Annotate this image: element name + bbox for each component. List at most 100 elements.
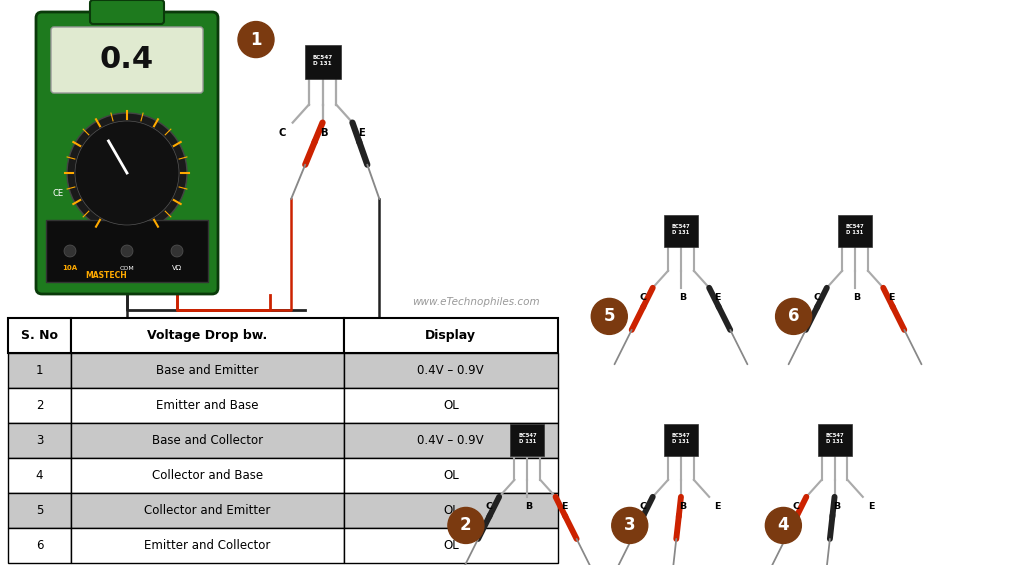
Text: 3: 3 bbox=[624, 516, 636, 534]
Ellipse shape bbox=[641, 512, 646, 519]
Bar bbox=[46, 220, 208, 282]
Text: 1: 1 bbox=[250, 31, 262, 49]
Circle shape bbox=[67, 113, 187, 233]
Text: BC547
D 131: BC547 D 131 bbox=[518, 433, 537, 444]
Circle shape bbox=[775, 298, 812, 334]
FancyBboxPatch shape bbox=[51, 27, 203, 93]
Text: MASTECH: MASTECH bbox=[86, 271, 127, 280]
Text: Voltage Drop bw.: Voltage Drop bw. bbox=[147, 329, 267, 342]
Text: E: E bbox=[358, 128, 365, 138]
Text: C: C bbox=[639, 293, 646, 302]
Text: 4: 4 bbox=[777, 516, 790, 534]
Text: 6: 6 bbox=[36, 539, 43, 552]
Bar bbox=[817, 424, 852, 456]
Ellipse shape bbox=[795, 512, 800, 519]
Circle shape bbox=[611, 507, 648, 544]
Text: E: E bbox=[561, 502, 567, 511]
Ellipse shape bbox=[562, 512, 567, 519]
Text: OL: OL bbox=[442, 504, 459, 517]
Text: OL: OL bbox=[442, 469, 459, 482]
Text: COM: COM bbox=[120, 266, 134, 271]
Text: Base and Collector: Base and Collector bbox=[152, 434, 263, 447]
Bar bbox=[343, 388, 558, 423]
Bar bbox=[72, 388, 343, 423]
Text: E: E bbox=[889, 293, 895, 302]
Text: B: B bbox=[525, 502, 532, 511]
Bar bbox=[343, 423, 558, 458]
Circle shape bbox=[591, 298, 628, 334]
Bar bbox=[343, 353, 558, 388]
Text: 4: 4 bbox=[36, 469, 43, 482]
Text: B: B bbox=[679, 293, 686, 302]
Text: OL: OL bbox=[442, 539, 459, 552]
FancyBboxPatch shape bbox=[36, 12, 218, 294]
Text: C: C bbox=[813, 293, 820, 302]
Text: B: B bbox=[321, 128, 328, 138]
Text: Emitter and Base: Emitter and Base bbox=[156, 399, 259, 412]
Bar bbox=[8, 318, 72, 353]
Text: E: E bbox=[715, 293, 721, 302]
Ellipse shape bbox=[312, 138, 317, 145]
Text: Emitter and Collector: Emitter and Collector bbox=[144, 539, 270, 552]
Text: E: E bbox=[715, 502, 721, 511]
Text: S. No: S. No bbox=[22, 329, 58, 342]
Ellipse shape bbox=[716, 303, 721, 310]
Text: 6: 6 bbox=[787, 307, 800, 325]
Text: 3: 3 bbox=[36, 434, 43, 447]
Text: 2: 2 bbox=[36, 399, 43, 412]
Ellipse shape bbox=[815, 303, 820, 310]
Ellipse shape bbox=[890, 303, 895, 310]
Bar bbox=[664, 424, 698, 456]
Text: BC547
D 131: BC547 D 131 bbox=[312, 55, 333, 66]
Text: C: C bbox=[639, 502, 646, 511]
Text: C: C bbox=[279, 128, 286, 138]
Text: 0.4V – 0.9V: 0.4V – 0.9V bbox=[418, 434, 484, 447]
Bar bbox=[343, 318, 558, 353]
Bar bbox=[72, 458, 343, 493]
Text: OL: OL bbox=[442, 399, 459, 412]
Text: BC547
D 131: BC547 D 131 bbox=[846, 224, 864, 234]
Bar bbox=[8, 493, 72, 528]
Bar bbox=[664, 215, 698, 247]
Text: BC547
D 131: BC547 D 131 bbox=[672, 224, 690, 234]
Text: 5: 5 bbox=[603, 307, 615, 325]
Bar bbox=[8, 458, 72, 493]
Text: 5: 5 bbox=[36, 504, 43, 517]
Bar bbox=[72, 423, 343, 458]
Bar bbox=[838, 215, 872, 247]
Bar bbox=[72, 528, 343, 563]
Bar bbox=[72, 353, 343, 388]
Text: Base and Emitter: Base and Emitter bbox=[156, 364, 259, 377]
Circle shape bbox=[171, 245, 183, 257]
Circle shape bbox=[447, 507, 484, 544]
Bar bbox=[8, 423, 72, 458]
Text: VΩ: VΩ bbox=[172, 265, 182, 271]
Ellipse shape bbox=[487, 512, 493, 519]
Circle shape bbox=[75, 121, 179, 225]
Circle shape bbox=[121, 245, 133, 257]
Bar bbox=[510, 424, 545, 456]
Ellipse shape bbox=[641, 303, 646, 310]
Text: E: E bbox=[868, 502, 874, 511]
Text: C: C bbox=[793, 502, 800, 511]
Bar bbox=[72, 493, 343, 528]
Text: www.eTechnophiles.com: www.eTechnophiles.com bbox=[413, 297, 540, 307]
Ellipse shape bbox=[356, 138, 361, 146]
Text: C: C bbox=[485, 502, 493, 511]
Text: 2: 2 bbox=[460, 516, 472, 534]
Bar bbox=[8, 353, 72, 388]
Bar bbox=[343, 458, 558, 493]
Circle shape bbox=[238, 21, 274, 58]
Bar bbox=[8, 528, 72, 563]
Text: 0.4V – 0.9V: 0.4V – 0.9V bbox=[418, 364, 484, 377]
Circle shape bbox=[63, 245, 76, 257]
Text: BC547
D 131: BC547 D 131 bbox=[672, 433, 690, 444]
Text: 0.4: 0.4 bbox=[100, 46, 154, 75]
Text: 1: 1 bbox=[36, 364, 43, 377]
Bar bbox=[8, 388, 72, 423]
Bar bbox=[304, 45, 341, 80]
Ellipse shape bbox=[830, 512, 835, 520]
Bar bbox=[343, 493, 558, 528]
Text: Collector and Base: Collector and Base bbox=[152, 469, 263, 482]
Circle shape bbox=[765, 507, 802, 544]
